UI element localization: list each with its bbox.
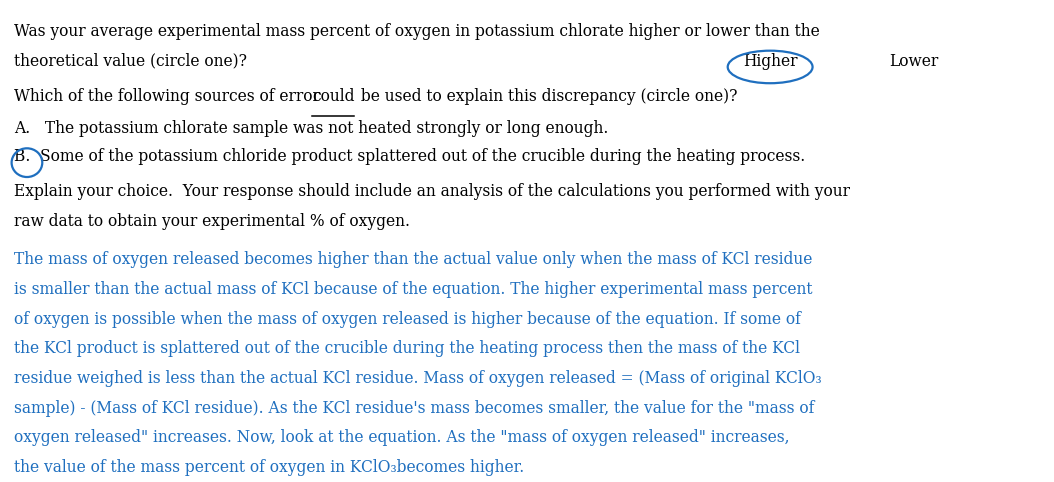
Text: Lower: Lower bbox=[889, 53, 938, 69]
Text: A.   The potassium chlorate sample was not heated strongly or long enough.: A. The potassium chlorate sample was not… bbox=[14, 120, 608, 136]
Text: the KCl product is splattered out of the crucible during the heating process the: the KCl product is splattered out of the… bbox=[14, 340, 800, 357]
Text: of oxygen is possible when the mass of oxygen released is higher because of the : of oxygen is possible when the mass of o… bbox=[14, 310, 801, 328]
Text: The mass of oxygen released becomes higher than the actual value only when the m: The mass of oxygen released becomes high… bbox=[14, 251, 812, 268]
Text: Higher: Higher bbox=[743, 53, 798, 69]
Text: theoretical value (circle one)?: theoretical value (circle one)? bbox=[14, 53, 247, 69]
Text: raw data to obtain your experimental % of oxygen.: raw data to obtain your experimental % o… bbox=[14, 213, 410, 230]
Text: Was your average experimental mass percent of oxygen in potassium chlorate highe: Was your average experimental mass perce… bbox=[14, 23, 819, 40]
Text: the value of the mass percent of oxygen in KClO₃becomes higher.: the value of the mass percent of oxygen … bbox=[14, 459, 524, 476]
Text: Which of the following sources of error: Which of the following sources of error bbox=[14, 89, 325, 106]
Text: sample) - (Mass of KCl residue). As the KCl residue's mass becomes smaller, the : sample) - (Mass of KCl residue). As the … bbox=[14, 400, 814, 416]
Text: Explain your choice.  Your response should include an analysis of the calculatio: Explain your choice. Your response shoul… bbox=[14, 183, 850, 200]
Text: is smaller than the actual mass of KCl because of the equation. The higher exper: is smaller than the actual mass of KCl b… bbox=[14, 281, 813, 298]
Text: residue weighed is less than the actual KCl residue. Mass of oxygen released = (: residue weighed is less than the actual … bbox=[14, 370, 821, 387]
Text: could: could bbox=[312, 89, 354, 106]
Text: be used to explain this discrepancy (circle one)?: be used to explain this discrepancy (cir… bbox=[356, 89, 738, 106]
Text: B.  Some of the potassium chloride product splattered out of the crucible during: B. Some of the potassium chloride produc… bbox=[14, 148, 805, 165]
Text: oxygen released" increases. Now, look at the equation. As the "mass of oxygen re: oxygen released" increases. Now, look at… bbox=[14, 429, 789, 446]
